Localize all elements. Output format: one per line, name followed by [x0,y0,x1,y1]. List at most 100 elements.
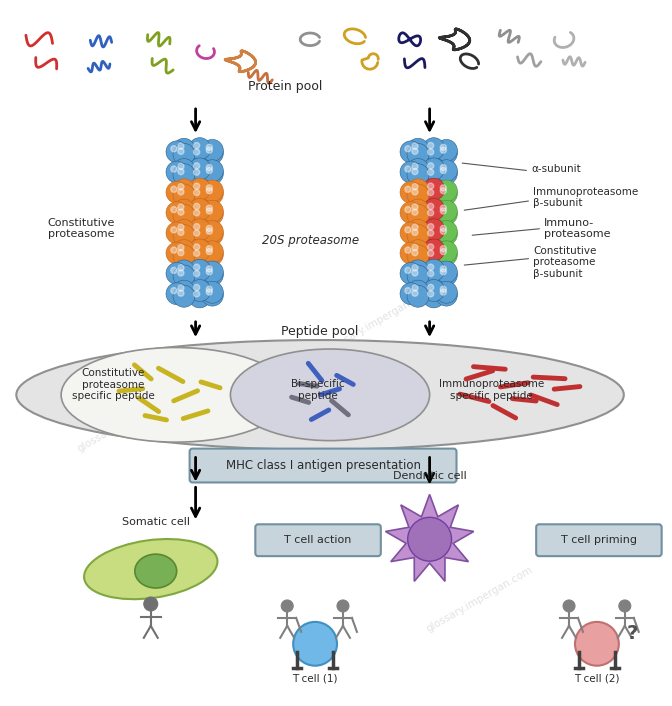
Circle shape [202,281,223,303]
Circle shape [178,285,184,291]
Circle shape [189,265,211,287]
Circle shape [408,517,452,561]
Circle shape [575,622,619,666]
Circle shape [173,138,195,160]
Circle shape [166,141,188,163]
Circle shape [173,220,195,241]
Circle shape [407,265,429,287]
Circle shape [202,261,223,283]
Circle shape [440,205,446,211]
Circle shape [189,246,211,268]
Circle shape [206,246,212,252]
Circle shape [440,269,446,275]
Circle shape [412,148,418,155]
Circle shape [423,158,445,180]
Text: ?: ? [627,624,638,643]
Circle shape [412,285,418,291]
Circle shape [412,184,418,190]
Circle shape [194,143,200,149]
Circle shape [407,204,429,226]
Circle shape [423,219,445,241]
Circle shape [178,250,184,256]
Circle shape [400,282,422,305]
Circle shape [206,164,212,171]
Circle shape [405,268,411,273]
Circle shape [435,261,458,283]
Circle shape [407,220,429,241]
Circle shape [189,158,211,180]
Circle shape [293,622,337,666]
Circle shape [435,285,458,306]
Circle shape [194,291,200,297]
Circle shape [206,188,212,193]
Text: Somatic cell: Somatic cell [122,517,190,527]
Circle shape [144,597,158,611]
Circle shape [440,225,446,232]
Circle shape [173,239,195,261]
Circle shape [178,209,184,215]
Circle shape [435,180,458,202]
Ellipse shape [84,539,218,599]
Circle shape [206,286,212,292]
Circle shape [400,242,422,264]
Circle shape [202,264,223,286]
Circle shape [178,244,184,251]
Circle shape [178,163,184,169]
Circle shape [194,244,200,250]
Circle shape [173,245,195,267]
Ellipse shape [135,554,177,588]
Circle shape [435,162,458,184]
Circle shape [202,162,223,184]
Circle shape [405,227,411,233]
Circle shape [173,285,195,307]
Circle shape [202,203,223,225]
Circle shape [435,203,458,225]
Circle shape [202,241,223,263]
Circle shape [206,167,212,174]
Circle shape [194,203,200,210]
Circle shape [173,225,195,246]
Circle shape [202,285,223,306]
Circle shape [189,219,211,241]
Circle shape [405,186,411,192]
Circle shape [189,138,211,160]
Circle shape [412,244,418,251]
Text: T cell priming: T cell priming [561,535,637,545]
Circle shape [423,144,445,166]
Circle shape [407,159,429,181]
Circle shape [194,285,200,290]
Circle shape [173,164,195,186]
Circle shape [423,178,445,200]
Circle shape [173,199,195,221]
Text: Peptide pool: Peptide pool [282,325,359,338]
Circle shape [440,164,446,171]
Circle shape [202,140,223,162]
Circle shape [427,244,433,250]
Circle shape [173,265,195,287]
Circle shape [423,246,445,268]
Circle shape [166,222,188,244]
Circle shape [619,600,631,612]
Circle shape [412,189,418,195]
Circle shape [423,164,445,186]
Circle shape [178,169,184,174]
Circle shape [206,205,212,211]
Text: T cell (2): T cell (2) [574,674,620,683]
Circle shape [435,140,458,162]
Text: 20S proteasome: 20S proteasome [261,234,359,247]
Text: α-subunit: α-subunit [531,164,581,174]
Circle shape [423,280,445,301]
Circle shape [440,228,446,234]
Circle shape [202,223,223,245]
Circle shape [194,250,200,256]
Circle shape [166,161,188,183]
Circle shape [435,220,458,242]
Circle shape [178,270,184,276]
Circle shape [178,229,184,236]
Circle shape [427,291,433,297]
Circle shape [440,246,446,252]
Circle shape [194,264,200,270]
Circle shape [427,230,433,236]
Circle shape [173,143,195,165]
Circle shape [405,287,411,294]
